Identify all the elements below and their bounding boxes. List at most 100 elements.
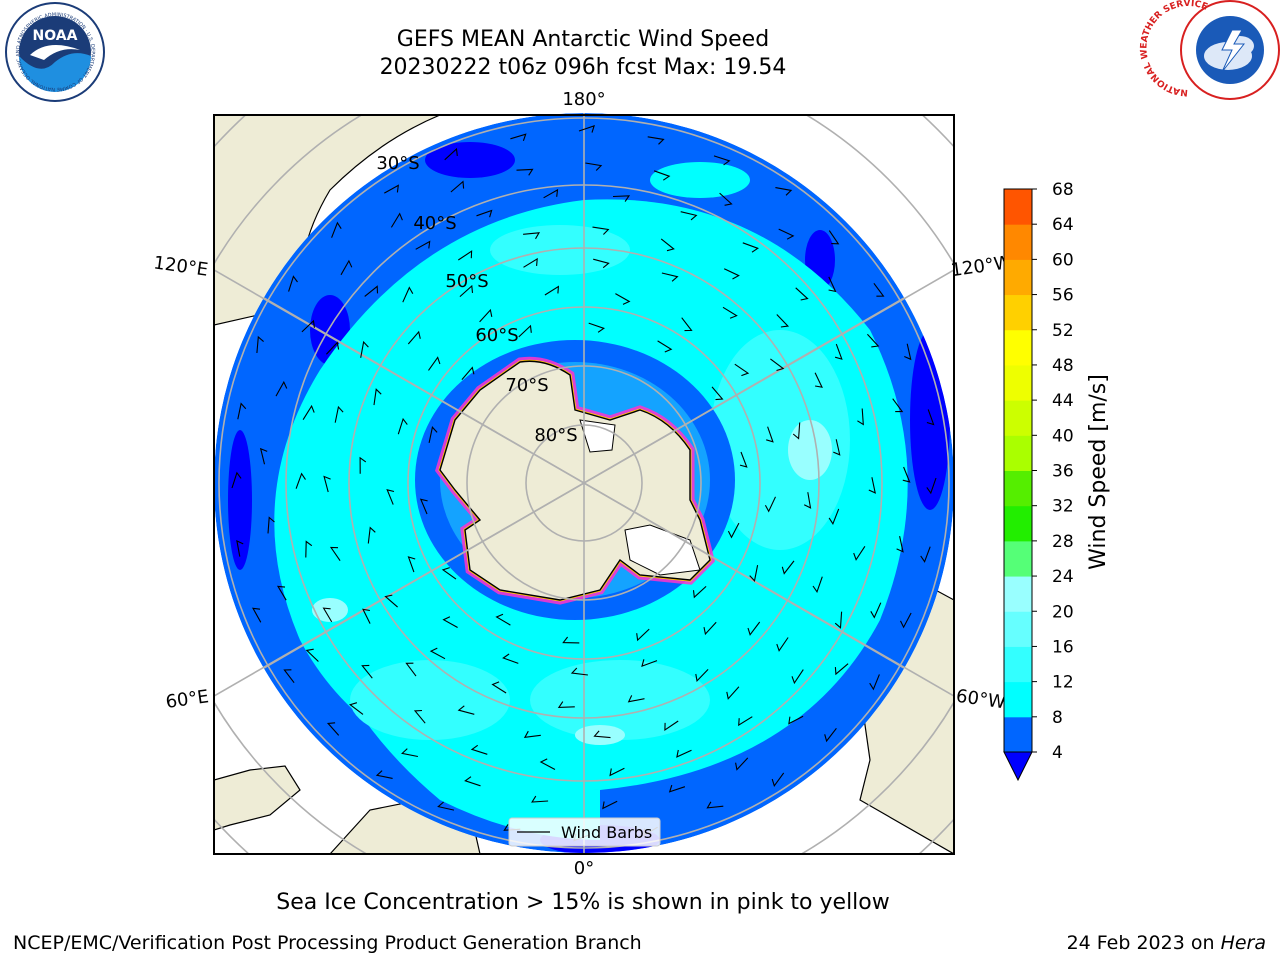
- wind-barb: [457, 705, 475, 715]
- wind-barb: [920, 546, 931, 563]
- wind-barb: [390, 212, 403, 228]
- wind-barb: [384, 184, 399, 194]
- wind-barb: [429, 647, 446, 660]
- wind-barb: [739, 451, 748, 468]
- wind-barb: [770, 358, 785, 372]
- wind-barb: [828, 508, 840, 526]
- noaa-logo: NOAA NATIONAL OCEANIC AND ATMOSPHERIC AD…: [0, 0, 105, 102]
- wind-barb: [322, 607, 333, 623]
- wind-barb: [653, 170, 671, 181]
- wind-barb: [873, 282, 885, 297]
- wind-barb: [834, 343, 843, 360]
- caption: Sea Ice Concentration > 15% is shown in …: [276, 890, 890, 915]
- colorbar-segment: [1004, 716, 1032, 753]
- wind-barb: [609, 767, 625, 777]
- wind-barb: [926, 409, 935, 426]
- wind-barb: [660, 238, 675, 252]
- wind-barb: [647, 136, 665, 145]
- wind-barb: [766, 426, 774, 443]
- wind-barb: [627, 695, 645, 703]
- wind-barb: [803, 492, 812, 509]
- wind-barb: [636, 628, 650, 642]
- wind-barb: [657, 340, 673, 353]
- colorbar-tick-label: 12: [1052, 673, 1074, 693]
- wind-barb: [305, 648, 319, 662]
- colorbar-tick-label: 52: [1052, 321, 1074, 341]
- wind-barb: [397, 417, 408, 435]
- footer-host: Hera: [1220, 932, 1266, 954]
- wind-barb: [236, 539, 244, 557]
- wind-barb: [764, 496, 776, 513]
- wind-barb: [791, 669, 804, 685]
- wind-barb: [892, 398, 904, 413]
- colorbar-segment: [1004, 505, 1032, 542]
- wind-barbs: [231, 125, 937, 842]
- wind-barb: [834, 663, 849, 676]
- wind-barb: [450, 180, 465, 193]
- meridian-label-0: 0°: [574, 858, 594, 879]
- wind-barb: [719, 192, 733, 206]
- antarctica: [435, 356, 715, 605]
- wind-barb: [325, 341, 340, 355]
- colorbar-tick-label: 20: [1052, 602, 1074, 622]
- colorbar-segment: [1004, 189, 1032, 225]
- wind-barb: [615, 293, 631, 305]
- wind-barb: [713, 155, 731, 166]
- wind-barb: [459, 284, 474, 298]
- wind-barb: [301, 319, 315, 333]
- wind-barb: [329, 546, 341, 562]
- colorbar-segment: [1004, 259, 1032, 296]
- wind-barb: [251, 607, 262, 623]
- colorbar-tick-label: 28: [1052, 532, 1074, 552]
- wind-barb: [275, 380, 288, 397]
- colorbar-label: Wind Speed [m/s]: [1086, 374, 1111, 570]
- wind-barb: [359, 456, 367, 474]
- wind-barb: [706, 801, 724, 809]
- wind-barb: [792, 422, 801, 440]
- wind-barb: [502, 653, 519, 664]
- colorbar-segment: [1004, 435, 1032, 471]
- colorbar-tick-label: 16: [1052, 637, 1074, 657]
- wind-barb: [457, 250, 473, 261]
- wind-barb: [323, 475, 331, 493]
- wind-barb: [237, 402, 247, 420]
- colorbar-segment: [1004, 224, 1032, 260]
- colorbar-tick-label: 68: [1052, 180, 1074, 200]
- colorbar-segment: [1004, 681, 1032, 718]
- wind-barb: [256, 335, 264, 354]
- wind-barb: [585, 162, 603, 171]
- wind-barb: [441, 567, 457, 580]
- wind-barb: [361, 664, 373, 679]
- wind-barb: [734, 363, 750, 377]
- wind-barb: [437, 801, 455, 811]
- wind-barb: [405, 662, 417, 677]
- wind-barb: [305, 540, 313, 558]
- wind-barb: [461, 366, 475, 380]
- wind-barb: [510, 133, 527, 141]
- wind-barb: [828, 230, 840, 245]
- wind-barb: [742, 242, 760, 253]
- wind-barb: [479, 308, 493, 323]
- wind-barb: [349, 702, 364, 715]
- wind-barb: [523, 257, 538, 268]
- wind-barb: [723, 268, 740, 280]
- wind-barb: [593, 730, 611, 739]
- wind-barb: [592, 226, 610, 235]
- colorbar-tick-label: 8: [1052, 708, 1063, 728]
- map-legend: Wind Barbs: [508, 817, 661, 847]
- wind-barb: [334, 405, 344, 423]
- footer-date-text: 24 Feb 2023 on: [1066, 932, 1221, 954]
- wind-barb: [870, 602, 882, 619]
- title-line-2: 20230222 t06z 096h fcst Max: 19.54: [379, 55, 787, 80]
- wind-barb: [814, 372, 823, 388]
- wind-barb: [288, 275, 298, 292]
- wind-barb: [788, 715, 804, 725]
- wind-barb: [360, 340, 369, 358]
- meridian-label-60e: 60°E: [164, 686, 210, 713]
- wind-barb: [407, 330, 421, 345]
- colorbar-segment: [1004, 364, 1032, 401]
- wind-barb: [373, 388, 382, 406]
- wind-barb: [495, 613, 511, 626]
- wind-barb: [295, 472, 306, 489]
